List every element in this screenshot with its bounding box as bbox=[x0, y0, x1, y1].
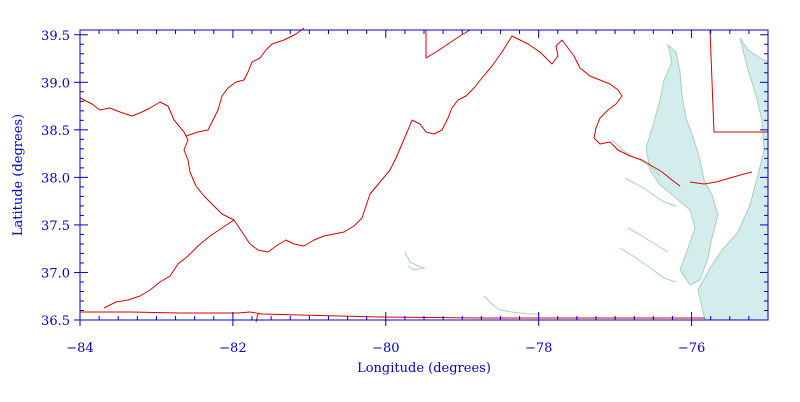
x-tick-label: −82 bbox=[219, 341, 246, 356]
delaware-maryland-border bbox=[709, 29, 768, 133]
chesapeake-bay bbox=[645, 43, 719, 286]
x-axis-title: Longitude (degrees) bbox=[357, 361, 491, 376]
lake-gaston-shoreline bbox=[483, 295, 540, 315]
potomac-shoreline bbox=[611, 139, 661, 177]
james-shoreline bbox=[619, 247, 677, 283]
x-tick-label: −76 bbox=[678, 341, 705, 356]
x-tick-label: −80 bbox=[372, 341, 399, 356]
y-axis-title: Latitude (degrees) bbox=[11, 114, 26, 236]
inland-lake-shoreline bbox=[404, 251, 426, 271]
y-tick-label: 39.0 bbox=[41, 76, 70, 91]
west-virginia-north-border bbox=[185, 27, 305, 137]
x-tick-label: −78 bbox=[525, 341, 552, 356]
virginia-southern-border bbox=[80, 311, 705, 319]
y-tick-label: 38.5 bbox=[41, 124, 70, 139]
atlantic-ocean bbox=[697, 37, 769, 321]
x-tick-label: −84 bbox=[66, 341, 93, 356]
virginia-eastern-shore-border bbox=[689, 171, 753, 185]
y-tick-label: 36.5 bbox=[41, 314, 70, 329]
y-tick-label: 39.5 bbox=[41, 29, 70, 44]
x-axis-ticks: −84 −82 −80 −78 −76 bbox=[66, 30, 769, 356]
y-axis-ticks: 36.5 37.0 37.5 38.0 38.5 39.0 39.5 bbox=[41, 29, 768, 329]
rappahannock-shoreline bbox=[624, 177, 677, 207]
y-tick-label: 38.0 bbox=[41, 171, 70, 186]
maryland-virginia-potomac bbox=[593, 95, 681, 187]
west-virginia-virginia-border bbox=[79, 35, 623, 253]
y-tick-label: 37.0 bbox=[41, 266, 70, 281]
west-virginia-east-panhandle bbox=[425, 29, 471, 59]
y-tick-label: 37.5 bbox=[41, 219, 70, 234]
kentucky-virginia-border bbox=[103, 219, 235, 309]
tennessee-nc-spur bbox=[255, 313, 259, 323]
york-shoreline bbox=[627, 227, 669, 253]
